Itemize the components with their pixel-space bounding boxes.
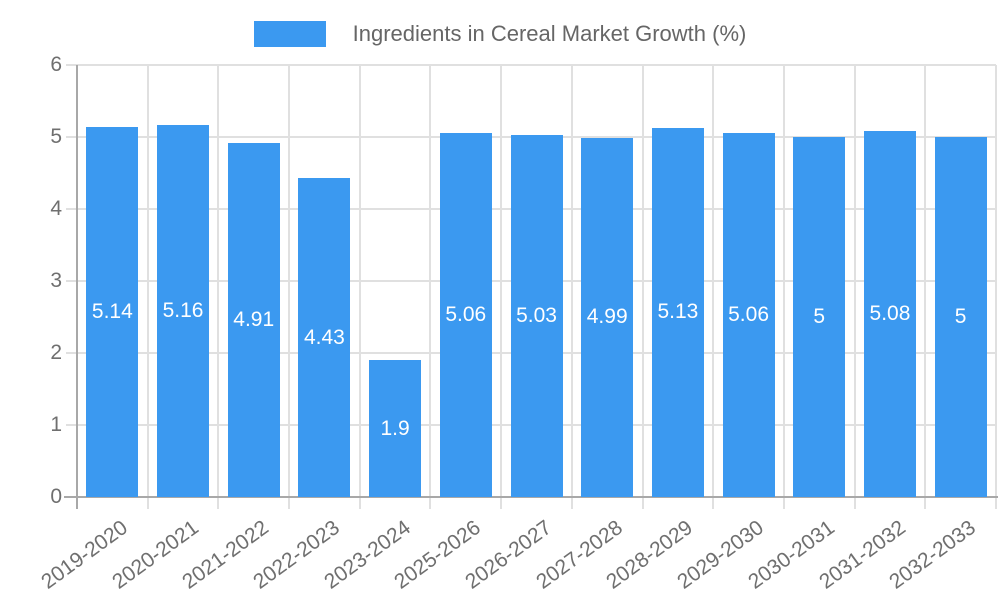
y-tick-label: 4 bbox=[50, 197, 62, 220]
x-axis-line bbox=[64, 496, 998, 498]
gridline-vertical bbox=[995, 65, 997, 509]
bar-value-label: 5.03 bbox=[516, 303, 557, 327]
bar[interactable] bbox=[581, 137, 634, 497]
gridline-vertical bbox=[358, 65, 361, 509]
bar-value-label: 5.14 bbox=[91, 299, 133, 323]
gridline-vertical bbox=[217, 65, 220, 509]
bar[interactable] bbox=[227, 143, 280, 497]
bar-value-label: 5 bbox=[954, 305, 967, 328]
bar-value-label: 5.16 bbox=[162, 299, 204, 323]
bar-value-label: 4.43 bbox=[303, 325, 345, 349]
bar[interactable] bbox=[298, 178, 351, 497]
bar-value-label: 5.13 bbox=[657, 300, 699, 324]
gridline-vertical bbox=[712, 65, 715, 509]
gridline-vertical bbox=[500, 65, 503, 509]
bar-value-label: 5.08 bbox=[869, 302, 911, 326]
bar[interactable] bbox=[722, 132, 775, 497]
y-tick-label: 5 bbox=[50, 125, 62, 148]
bar[interactable] bbox=[934, 137, 987, 497]
bar[interactable] bbox=[510, 134, 563, 497]
bar[interactable] bbox=[651, 127, 704, 497]
bar-value-label: 5.06 bbox=[445, 302, 487, 326]
bar[interactable] bbox=[86, 126, 139, 497]
bar-value-label: 4.91 bbox=[233, 308, 275, 332]
gridline-vertical bbox=[641, 65, 644, 509]
gridline-vertical bbox=[288, 65, 291, 509]
bar-value-label: 5.06 bbox=[728, 302, 769, 326]
bar[interactable] bbox=[793, 137, 846, 497]
gridline-vertical bbox=[146, 65, 149, 509]
y-tick-label: 1 bbox=[50, 413, 62, 436]
bar[interactable] bbox=[157, 125, 210, 497]
gridline-vertical bbox=[429, 65, 432, 509]
gridline-horizontal bbox=[66, 64, 996, 66]
gridline-vertical bbox=[570, 65, 573, 509]
legend-swatch bbox=[253, 21, 326, 47]
bar-value-label: 1.9 bbox=[380, 416, 410, 440]
bar-value-label: 5 bbox=[813, 305, 826, 328]
y-tick-label: 0 bbox=[50, 485, 62, 508]
bar[interactable] bbox=[439, 132, 492, 497]
y-tick-label: 6 bbox=[50, 53, 62, 76]
y-tick-label: 2 bbox=[50, 341, 62, 364]
bar-value-label: 4.99 bbox=[586, 305, 628, 329]
legend-label: Ingredients in Cereal Market Growth (%) bbox=[352, 21, 747, 46]
bar[interactable] bbox=[863, 131, 916, 497]
y-tick-label: 3 bbox=[50, 269, 62, 292]
gridline-vertical bbox=[853, 65, 856, 509]
chart-legend[interactable]: Ingredients in Cereal Market Growth (%) bbox=[0, 21, 1000, 47]
y-axis-line bbox=[76, 65, 78, 509]
gridline-vertical bbox=[782, 65, 785, 509]
bar[interactable] bbox=[369, 360, 422, 497]
gridline-vertical bbox=[924, 65, 927, 509]
